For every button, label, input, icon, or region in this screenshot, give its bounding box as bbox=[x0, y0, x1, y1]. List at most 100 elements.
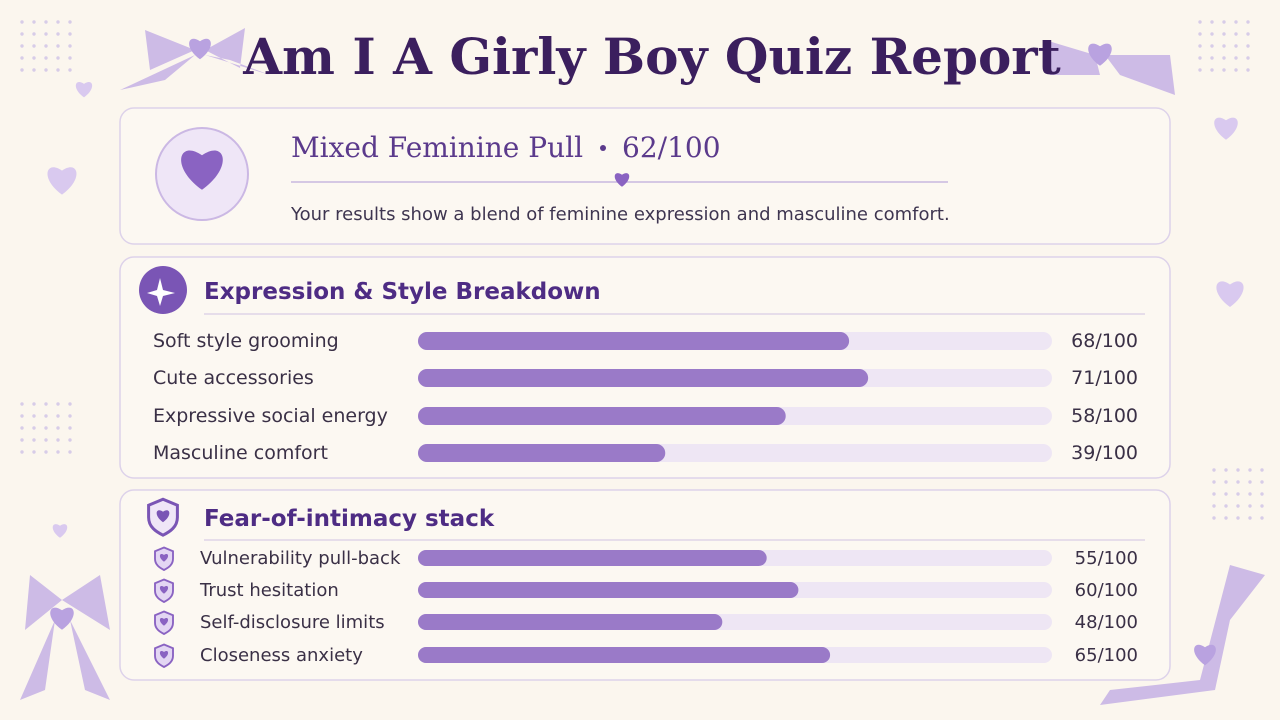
dot bbox=[1246, 32, 1250, 36]
section-title: Expression & Style Breakdown bbox=[204, 279, 601, 305]
dot bbox=[68, 402, 72, 406]
result: Mixed Feminine Pull bbox=[291, 131, 583, 164]
dot bbox=[20, 68, 24, 72]
dot bbox=[1246, 20, 1250, 24]
dot bbox=[1260, 504, 1264, 508]
dot bbox=[44, 44, 48, 48]
dot bbox=[56, 56, 60, 60]
bar bbox=[418, 444, 666, 462]
heart-deco bbox=[1214, 117, 1238, 140]
rows: Soft style grooming 68/100 Cute accessorie… bbox=[153, 330, 1138, 668]
value-label: 55/100 bbox=[1075, 548, 1138, 569]
dot bbox=[32, 20, 36, 24]
dot bbox=[32, 414, 36, 418]
dot bbox=[1212, 504, 1216, 508]
dot bbox=[44, 402, 48, 406]
dot bbox=[44, 426, 48, 430]
dot bbox=[1248, 492, 1252, 496]
card bbox=[119, 107, 1171, 245]
bar bbox=[418, 407, 786, 425]
value-label: 60/100 bbox=[1075, 580, 1138, 601]
heart-deco bbox=[52, 524, 68, 538]
dot bbox=[1198, 44, 1202, 48]
bar bbox=[418, 647, 831, 663]
dot bbox=[1260, 480, 1264, 484]
row-label: Vulnerability pull-back bbox=[200, 548, 401, 569]
dot bbox=[44, 414, 48, 418]
dot bbox=[56, 20, 60, 24]
dot bbox=[1198, 56, 1202, 60]
dot bbox=[32, 438, 36, 442]
dot bbox=[1234, 44, 1238, 48]
bar bbox=[418, 550, 767, 566]
dot bbox=[32, 450, 36, 454]
dot bbox=[20, 56, 24, 60]
dot bbox=[56, 438, 60, 442]
dot bbox=[68, 450, 72, 454]
bar bbox=[418, 369, 869, 387]
row-label: Closeness anxiety bbox=[200, 645, 363, 666]
dot bbox=[20, 414, 24, 418]
dot bbox=[68, 32, 72, 36]
dot bbox=[68, 56, 72, 60]
dot bbox=[32, 426, 36, 430]
bar bbox=[418, 332, 850, 350]
dot bbox=[1234, 20, 1238, 24]
dot bbox=[1234, 32, 1238, 36]
value-label: 65/100 bbox=[1075, 645, 1138, 666]
dot bbox=[1222, 44, 1226, 48]
dot bbox=[68, 438, 72, 442]
dot bbox=[1260, 468, 1264, 472]
dot bbox=[1210, 20, 1214, 24]
dot bbox=[1224, 492, 1228, 496]
heart-deco bbox=[75, 82, 93, 98]
value-label: 68/100 bbox=[1071, 330, 1138, 352]
row-label: Self-disclosure limits bbox=[200, 612, 385, 633]
heart-deco bbox=[1216, 281, 1244, 307]
bar bbox=[418, 614, 723, 630]
bar bbox=[418, 582, 799, 598]
heart-deco bbox=[47, 167, 77, 195]
dot bbox=[20, 20, 24, 24]
score: 62/100 bbox=[622, 131, 721, 164]
dot bbox=[20, 32, 24, 36]
dot bbox=[32, 32, 36, 36]
title: Am I A Girly Boy Quiz Report bbox=[242, 27, 1060, 86]
dot bbox=[68, 44, 72, 48]
dot bbox=[1246, 44, 1250, 48]
dot bbox=[56, 450, 60, 454]
bow-left bbox=[20, 28, 270, 700]
dot bbox=[32, 402, 36, 406]
dot bbox=[1212, 516, 1216, 520]
dot bbox=[1236, 516, 1240, 520]
dot bbox=[1236, 492, 1240, 496]
dot bbox=[32, 44, 36, 48]
dot bbox=[44, 450, 48, 454]
summary-card: Mixed Feminine Pull 62/100 Your results … bbox=[119, 107, 1171, 245]
dot bbox=[1210, 68, 1214, 72]
row-label: Expressive social energy bbox=[153, 405, 388, 427]
dot bbox=[56, 68, 60, 72]
dot bbox=[1210, 32, 1214, 36]
dot bbox=[68, 68, 72, 72]
dot bbox=[32, 68, 36, 72]
dot bbox=[32, 56, 36, 60]
ribbon-right bbox=[1045, 40, 1265, 705]
dot bbox=[68, 426, 72, 430]
dot bbox=[20, 450, 24, 454]
value-label: 48/100 bbox=[1075, 612, 1138, 633]
dot bbox=[1248, 480, 1252, 484]
dot bbox=[56, 44, 60, 48]
dot bbox=[1198, 68, 1202, 72]
value-label: 71/100 bbox=[1071, 367, 1138, 389]
dot bbox=[1260, 516, 1264, 520]
dot bbox=[1224, 516, 1228, 520]
sparkle bbox=[147, 278, 175, 306]
value-label: 39/100 bbox=[1071, 442, 1138, 464]
dot bbox=[56, 32, 60, 36]
separator bbox=[600, 145, 606, 151]
dot bbox=[44, 68, 48, 72]
dot bbox=[1246, 68, 1250, 72]
dot bbox=[1236, 468, 1240, 472]
description: Your results show a blend of feminine ex… bbox=[290, 204, 950, 225]
